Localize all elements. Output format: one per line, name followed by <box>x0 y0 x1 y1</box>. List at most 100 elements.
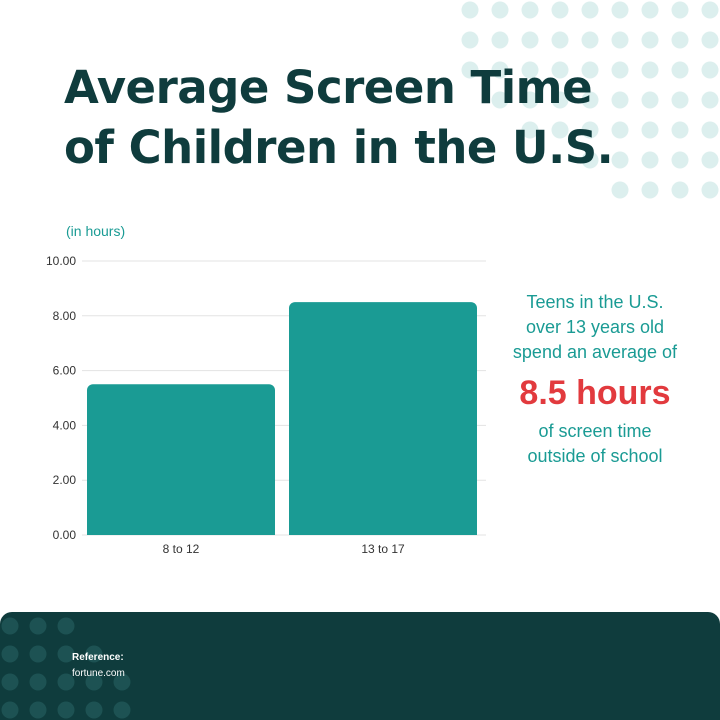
decorative-dot <box>85 645 103 663</box>
bars <box>87 302 477 535</box>
decorative-dot <box>581 1 599 19</box>
decorative-dot <box>611 121 629 139</box>
decorative-dot <box>611 151 629 169</box>
decorative-dot <box>641 151 659 169</box>
decorative-dot <box>641 121 659 139</box>
bar <box>289 302 477 535</box>
decorative-dot <box>1 701 19 719</box>
decorative-dot <box>701 151 719 169</box>
decorative-dot <box>491 1 509 19</box>
decorative-dot <box>85 673 103 691</box>
decorative-dot <box>29 617 47 635</box>
decorative-dot <box>491 91 509 109</box>
decorative-dot <box>671 91 689 109</box>
footer: Reference: fortune.com <box>0 612 720 720</box>
decorative-dot <box>671 151 689 169</box>
callout-line-5: outside of school <box>527 446 663 466</box>
decorative-dot <box>611 181 629 199</box>
decorative-dot <box>521 121 539 139</box>
decorative-dot <box>581 31 599 49</box>
decorative-dot <box>671 31 689 49</box>
decorative-dot <box>641 181 659 199</box>
decorative-dot <box>85 701 103 719</box>
decorative-dot <box>671 121 689 139</box>
decorative-dot <box>29 645 47 663</box>
decorative-dot <box>57 673 75 691</box>
x-tick-labels: 8 to 12 13 to 17 <box>163 542 405 556</box>
decorative-dot <box>113 673 131 691</box>
decorative-dot <box>551 61 569 79</box>
decorative-dot <box>57 617 75 635</box>
decorative-dot <box>113 701 131 719</box>
y-tick-label: 2.00 <box>53 473 77 487</box>
decorative-dot <box>57 701 75 719</box>
callout-line-2: over 13 years old <box>525 317 665 337</box>
page-title: Average Screen Time of Children in the U… <box>64 58 664 178</box>
y-tick-label: 4.00 <box>53 418 77 432</box>
decorative-dot <box>581 151 599 169</box>
decorative-dot <box>611 61 629 79</box>
decorative-dot <box>581 121 599 139</box>
decorative-dot <box>57 645 75 663</box>
y-tick-label: 10.00 <box>46 254 76 268</box>
decorative-dot <box>551 121 569 139</box>
x-tick-label: 8 to 12 <box>163 542 200 556</box>
y-tick-label: 6.00 <box>53 364 77 378</box>
bar-chart: (in hours) 0.00 2.00 4.00 6.00 8.00 10.00 8 t… <box>46 223 486 556</box>
bar-base <box>87 527 275 535</box>
decorative-dot <box>521 61 539 79</box>
decorative-dot <box>1 673 19 691</box>
y-tick-label: 0.00 <box>53 528 77 542</box>
decorative-dot <box>581 91 599 109</box>
decorative-dot <box>611 1 629 19</box>
reference-label: Reference: <box>72 652 124 663</box>
decorative-dot <box>521 1 539 19</box>
decorative-dot <box>461 31 479 49</box>
decorative-dot-pattern-bottom <box>1 617 131 719</box>
decorative-dot <box>551 1 569 19</box>
decorative-dot <box>521 91 539 109</box>
decorative-dot <box>641 1 659 19</box>
reference-source: fortune.com <box>72 668 125 679</box>
decorative-dot-pattern-top <box>461 1 719 199</box>
decorative-dot <box>581 61 599 79</box>
decorative-dot <box>491 61 509 79</box>
decorative-dot <box>701 91 719 109</box>
decorative-dot <box>641 61 659 79</box>
decorative-dot <box>701 31 719 49</box>
decorative-dot <box>461 61 479 79</box>
decorative-dot <box>29 673 47 691</box>
y-tick-labels: 0.00 2.00 4.00 6.00 8.00 10.00 <box>46 254 76 542</box>
callout-line-1: Teens in the U.S. <box>526 292 664 312</box>
decorative-dot <box>671 181 689 199</box>
decorative-dot <box>551 31 569 49</box>
bar <box>87 384 275 535</box>
y-axis-label: (in hours) <box>66 223 125 239</box>
callout-line-3: spend an average of <box>512 342 678 362</box>
decorative-dot <box>701 1 719 19</box>
decorative-dot <box>461 1 479 19</box>
decorative-dot <box>1 617 19 635</box>
decorative-dot <box>701 61 719 79</box>
title-line-2: of Children in the U.S. <box>64 121 614 174</box>
decorative-dot <box>491 31 509 49</box>
bar-base <box>289 527 477 535</box>
decorative-dot <box>551 91 569 109</box>
decorative-dot <box>1 645 19 663</box>
decorative-dot <box>671 1 689 19</box>
decorative-dot <box>29 701 47 719</box>
decorative-dot <box>641 31 659 49</box>
decorative-dot <box>521 31 539 49</box>
decorative-dot <box>611 31 629 49</box>
x-tick-label: 13 to 17 <box>361 542 405 556</box>
decorative-dot <box>641 91 659 109</box>
decorative-dot <box>611 91 629 109</box>
callout-highlight: 8.5 hours <box>519 374 671 412</box>
y-tick-label: 8.00 <box>53 309 77 323</box>
decorative-dot <box>701 121 719 139</box>
decorative-dot <box>701 181 719 199</box>
decorative-dot <box>671 61 689 79</box>
callout-line-4: of screen time <box>538 421 652 441</box>
title-line-1: Average Screen Time <box>64 61 593 114</box>
callout-text: Teens in the U.S. over 13 years old spen… <box>490 290 700 469</box>
